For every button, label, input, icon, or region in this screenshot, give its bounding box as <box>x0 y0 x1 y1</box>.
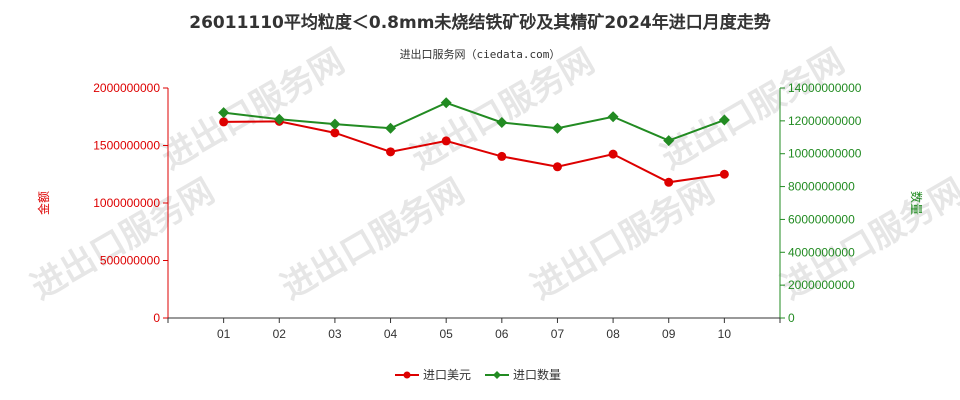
legend-label-1: 进口美元 <box>423 368 471 382</box>
series-1-point <box>552 162 562 172</box>
watermark-text: 进出口服务网 <box>275 171 472 308</box>
chart-title: 26011110平均粒度＜0.8mm未烧结铁矿砂及其精矿2024年进口月度走势 <box>189 13 771 33</box>
x-tick-label: 10 <box>718 327 732 341</box>
series-1-point <box>386 147 396 157</box>
legend-marker-2 <box>493 371 501 379</box>
x-tick-label: 07 <box>551 327 565 341</box>
x-tick-label: 02 <box>273 327 287 341</box>
x-tick-label: 09 <box>662 327 676 341</box>
x-tick-label: 01 <box>217 327 231 341</box>
series-2-point <box>551 122 563 134</box>
left-tick-label: 1500000000 <box>93 139 160 153</box>
series-2-point <box>718 114 730 126</box>
series-1-point <box>330 128 340 138</box>
left-tick-label: 1000000000 <box>93 196 160 210</box>
series-line-1 <box>223 120 725 184</box>
series-2-point <box>496 117 508 128</box>
right-axis-title: 数量 <box>909 191 924 215</box>
series-layer <box>218 97 730 187</box>
right-tick-label: 10000000000 <box>788 147 862 161</box>
right-tick-label: 0 <box>788 311 795 325</box>
right-tick-label: 2000000000 <box>788 278 855 292</box>
left-axis-title: 金额 <box>36 191 51 215</box>
watermark-text: 进出口服务网 <box>25 171 222 308</box>
left-tick-label: 2000000000 <box>93 81 160 95</box>
watermark-text: 进出口服务网 <box>155 41 352 178</box>
x-tick-label: 04 <box>384 327 398 341</box>
right-tick-label: 12000000000 <box>788 114 862 128</box>
series-2-point <box>663 135 675 147</box>
series-2-point <box>385 122 397 134</box>
series-1-point <box>664 177 674 187</box>
series-1-point <box>608 149 618 159</box>
legend-marker-1 <box>403 371 411 379</box>
axes: 0 500000000 1000000000 1500000000 2000000000… <box>36 81 924 341</box>
x-tick-label: 05 <box>440 327 454 341</box>
left-tick-label: 500000000 <box>100 254 160 268</box>
chart-subtitle: 进出口服务网（ciedata.com） <box>399 48 561 61</box>
x-tick-label: 03 <box>328 327 342 341</box>
series-2-point <box>329 118 341 130</box>
x-tick-label: 06 <box>495 327 509 341</box>
series-1-point <box>719 169 729 179</box>
series-2-point <box>218 107 230 119</box>
series-1-point <box>497 151 507 161</box>
right-tick-label: 14000000000 <box>788 81 862 95</box>
series-2-point <box>607 111 619 123</box>
watermark-text: 进出口服务网 <box>525 171 722 308</box>
series-1-point <box>219 117 229 127</box>
series-1-point <box>441 136 451 146</box>
x-tick-label: 08 <box>606 327 620 341</box>
right-tick-label: 6000000000 <box>788 212 855 226</box>
legend-label-2: 进口数量 <box>513 367 561 382</box>
right-tick-label: 8000000000 <box>788 180 855 194</box>
series-2-point <box>273 113 285 125</box>
right-tick-label: 4000000000 <box>788 245 855 259</box>
legend: 进口美元 进口数量 <box>395 367 561 382</box>
series-line-2 <box>223 101 725 142</box>
left-tick-label: 0 <box>153 311 160 325</box>
series-2-point <box>440 97 452 109</box>
